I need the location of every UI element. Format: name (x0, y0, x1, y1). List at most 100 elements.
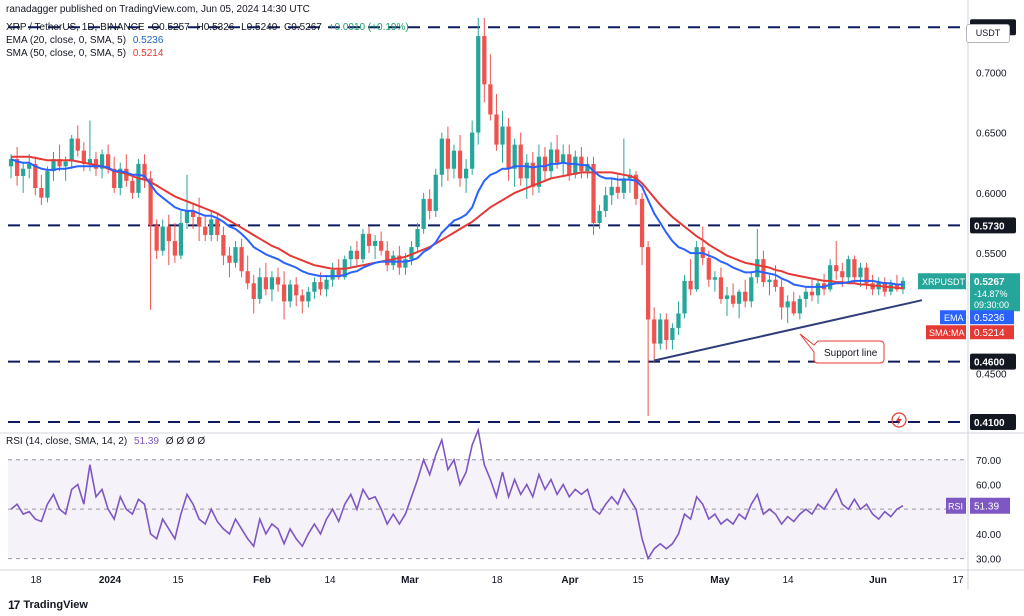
candle-body (87, 159, 93, 164)
price-tick-label: 0.6000 (976, 189, 1007, 200)
candle-body (403, 259, 408, 268)
brand[interactable]: 17 TradingView (8, 598, 88, 612)
candle-body (652, 319, 657, 344)
candle-body (51, 159, 56, 172)
currency-button[interactable]: USDT (966, 24, 1010, 43)
candle-body (542, 156, 548, 172)
candle-body (112, 168, 117, 189)
candle-body (840, 271, 845, 278)
publisher-line: ranadagger published on TradingView.com,… (6, 4, 314, 15)
candle-body (773, 279, 778, 287)
candle-body (858, 267, 863, 278)
countdown-text: 09:30:00 (974, 300, 1009, 310)
candle-body (93, 159, 99, 169)
candle-body (142, 163, 147, 179)
candle-body (318, 282, 323, 290)
ohlc-change: +0.0010 (+0.19%) (328, 22, 409, 33)
candle-body (439, 138, 444, 175)
ohlc-high: H0.5326 (196, 22, 235, 33)
price-tick-label: 0.4500 (976, 370, 1007, 381)
rsi-tick-label: 30.00 (976, 555, 1001, 566)
candle-body (14, 159, 20, 176)
rsi-name-tag (946, 497, 966, 514)
support-line (653, 299, 923, 362)
level-tag-bg (970, 217, 1016, 234)
candle-body (591, 163, 596, 223)
candle-body (294, 284, 299, 296)
ema-legend-label: EMA (20, close, 0, SMA, 5) (6, 35, 127, 46)
candle-body (639, 198, 645, 248)
candle-body (63, 161, 68, 167)
candle-body (251, 283, 256, 299)
candle-body (221, 235, 226, 256)
publisher-text: ranadagger published on TradingView.com,… (6, 4, 310, 15)
time-tick-label: 2024 (99, 575, 122, 586)
candle-body (239, 247, 244, 272)
alert-icon (891, 412, 907, 428)
candle-body (415, 229, 420, 248)
current-change-text: -14.87% (974, 289, 1008, 299)
sma-name-tag (926, 325, 966, 340)
level-tag-bg (970, 353, 1016, 370)
ema-name-tag-text: EMA (944, 313, 964, 323)
candle-body (718, 277, 724, 299)
candle-body (803, 291, 809, 299)
candle-body (500, 126, 505, 145)
candle-body (894, 284, 900, 290)
candle-body (172, 241, 177, 256)
ema-name-tag (940, 310, 966, 325)
rsi-legend[interactable]: RSI (14, close, SMA, 14, 2) 51.39 Ø Ø Ø … (6, 436, 209, 447)
ema-legend[interactable]: EMA (20, close, 0, SMA, 5) 0.5236 (6, 35, 167, 46)
candle-body (603, 195, 608, 211)
candle-body (494, 114, 499, 145)
candle-body (118, 168, 123, 189)
candle-body (688, 280, 693, 290)
candle-body (828, 265, 833, 290)
rsi-name-tag-text: RSI (948, 502, 963, 512)
candle-body (160, 226, 165, 251)
candle-body (815, 283, 821, 296)
candle-body (585, 163, 590, 172)
sma-legend-value: 0.5214 (132, 48, 164, 59)
candle-body (791, 301, 796, 314)
candle-body (178, 223, 184, 256)
candle-body (888, 284, 893, 292)
candle-body (190, 210, 196, 217)
time-tick-label: 18 (30, 575, 42, 586)
ohlc-close: C0.5267 (284, 22, 322, 33)
candle-body (215, 219, 220, 236)
sma-legend[interactable]: SMA (50, close, 0, SMA, 5) 0.5214 (6, 48, 167, 59)
candle-body (712, 277, 717, 280)
candle-body (737, 291, 742, 304)
time-tick-label: 18 (491, 575, 503, 586)
candle-body (354, 250, 360, 260)
candle-body (288, 284, 293, 302)
candle-body (852, 259, 857, 278)
sma-name-tag-text: SMA:MA (929, 328, 965, 338)
candle-body (476, 36, 481, 133)
candle-body (366, 233, 372, 246)
candle-body (530, 162, 535, 187)
ema-value-tag (970, 310, 1014, 325)
level-tag-label: 0.4100 (974, 418, 1005, 429)
candle-body (197, 216, 202, 227)
price-tick-label: 0.6500 (976, 129, 1007, 140)
symbol-title[interactable]: XRP / TetherUS, 1D, BINANCE (6, 22, 145, 33)
candle-body (646, 247, 651, 320)
rsi-value-tag-text: 51.39 (974, 502, 999, 513)
candle-body (755, 259, 760, 278)
candle-body (512, 144, 517, 169)
symbol-tag (918, 273, 966, 290)
candle-body (45, 171, 50, 198)
support-callout-text: Support line (824, 348, 878, 359)
symbol-line: XRP / TetherUS, 1D, BINANCE O0.5257 H0.5… (6, 22, 413, 33)
candle-body (227, 255, 232, 263)
time-tick-label: 15 (172, 575, 184, 586)
candle-body (154, 225, 159, 251)
ema-legend-value: 0.5236 (132, 35, 164, 46)
candle-body (561, 154, 566, 163)
time-tick-label: Feb (253, 575, 271, 586)
candle-body (451, 150, 457, 169)
candle-body (488, 84, 493, 115)
price-tick-label: 0.7000 (976, 68, 1007, 79)
